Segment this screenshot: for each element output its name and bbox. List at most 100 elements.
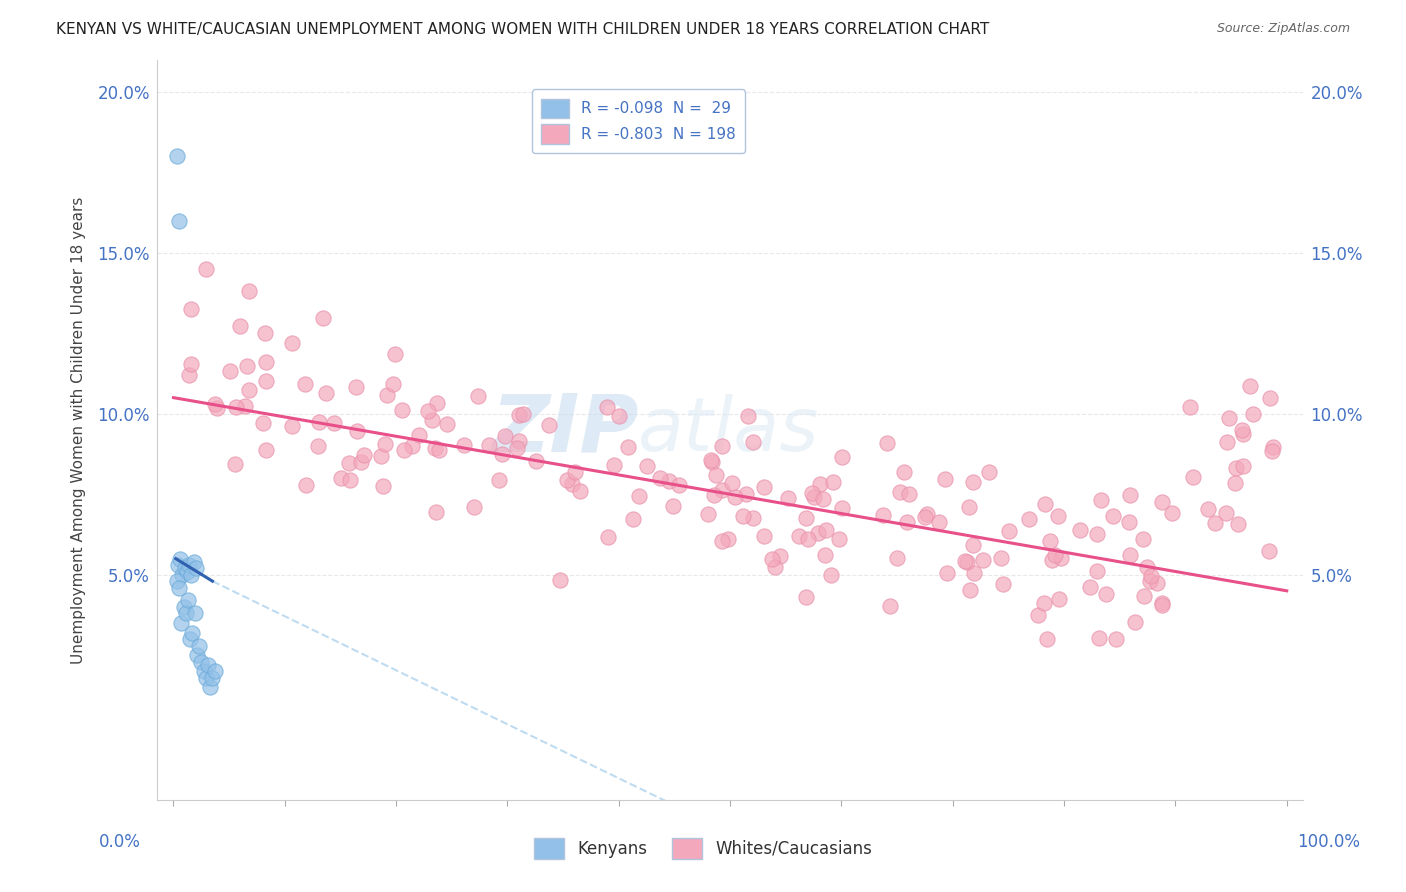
Point — [1161, 506, 1184, 520]
Point — [898, 487, 921, 501]
Point — [696, 507, 718, 521]
Point — [166, 149, 188, 163]
Point — [1118, 488, 1140, 502]
Point — [879, 599, 901, 613]
Point — [1132, 533, 1154, 547]
Point — [811, 491, 834, 506]
Point — [384, 347, 406, 361]
Point — [1215, 506, 1237, 520]
Point — [794, 510, 817, 524]
Point — [205, 401, 228, 416]
Point — [1258, 544, 1281, 558]
Point — [953, 554, 976, 568]
Point — [392, 443, 415, 458]
Point — [167, 558, 190, 572]
Point — [808, 476, 831, 491]
Point — [308, 415, 330, 429]
Point — [1139, 574, 1161, 588]
Point — [423, 441, 446, 455]
Point — [872, 508, 894, 522]
Point — [229, 318, 252, 333]
Point — [311, 310, 333, 325]
Point — [814, 548, 837, 562]
Text: ZIP: ZIP — [491, 391, 638, 469]
Point — [959, 583, 981, 598]
Point — [374, 437, 396, 451]
Point — [1080, 580, 1102, 594]
Point — [1136, 560, 1159, 574]
Point — [703, 487, 725, 501]
Point — [166, 574, 188, 589]
Point — [494, 428, 516, 442]
Point — [814, 523, 837, 537]
Point — [617, 440, 640, 454]
Point — [706, 468, 728, 483]
Point — [721, 475, 744, 490]
Point — [194, 671, 217, 685]
Point — [294, 376, 316, 391]
Point — [628, 489, 651, 503]
Point — [658, 475, 681, 489]
Point — [416, 403, 439, 417]
Point — [1018, 512, 1040, 526]
Point — [962, 538, 984, 552]
Point — [998, 524, 1021, 538]
Point — [1263, 441, 1285, 455]
Point — [1197, 502, 1219, 516]
Point — [797, 533, 820, 547]
Point — [491, 446, 513, 460]
Point — [467, 389, 489, 403]
Point — [204, 397, 226, 411]
Point — [896, 515, 918, 529]
Point — [1150, 596, 1173, 610]
Point — [353, 448, 375, 462]
Point — [754, 480, 776, 494]
Point — [172, 567, 194, 582]
Point — [1046, 508, 1069, 523]
Point — [742, 511, 765, 525]
Point — [1218, 411, 1240, 425]
Point — [1088, 631, 1111, 645]
Legend: R = -0.098  N =  29, R = -0.803  N = 198: R = -0.098 N = 29, R = -0.803 N = 198 — [531, 89, 745, 153]
Y-axis label: Unemployment Among Women with Children Under 18 years: Unemployment Among Women with Children U… — [72, 196, 86, 664]
Point — [957, 500, 980, 514]
Point — [426, 396, 449, 410]
Point — [914, 510, 936, 524]
Point — [477, 438, 499, 452]
Point — [1241, 407, 1264, 421]
Point — [1226, 516, 1249, 531]
Point — [717, 532, 740, 546]
Point — [1239, 379, 1261, 393]
Point — [735, 487, 758, 501]
Point — [1090, 492, 1112, 507]
Point — [176, 565, 198, 579]
Point — [662, 499, 685, 513]
Point — [1133, 589, 1156, 603]
Point — [724, 490, 747, 504]
Point — [197, 657, 219, 672]
Point — [1140, 568, 1163, 582]
Point — [194, 261, 217, 276]
Point — [219, 364, 242, 378]
Point — [1095, 587, 1118, 601]
Point — [711, 534, 734, 549]
Point — [801, 485, 824, 500]
Point — [1043, 548, 1066, 562]
Point — [174, 607, 197, 621]
Point — [180, 302, 202, 317]
Point — [886, 551, 908, 566]
Point — [807, 525, 830, 540]
Point — [344, 380, 367, 394]
Point — [752, 529, 775, 543]
Point — [1146, 575, 1168, 590]
Point — [169, 551, 191, 566]
Point — [962, 475, 984, 490]
Point — [1047, 591, 1070, 606]
Point — [603, 458, 626, 472]
Point — [346, 425, 368, 439]
Text: KENYAN VS WHITE/CAUCASIAN UNEMPLOYMENT AMONG WOMEN WITH CHILDREN UNDER 18 YEARS : KENYAN VS WHITE/CAUCASIAN UNEMPLOYMENT A… — [56, 22, 990, 37]
Point — [650, 471, 672, 485]
Point — [876, 435, 898, 450]
Point — [235, 359, 257, 373]
Point — [167, 213, 190, 227]
